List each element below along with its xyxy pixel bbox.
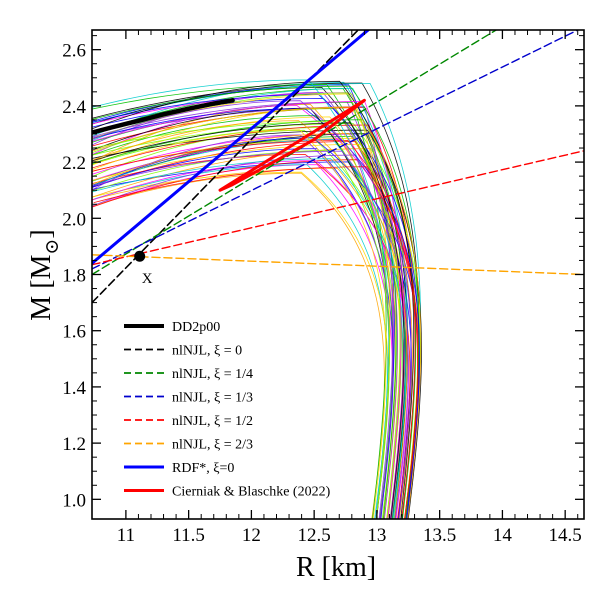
x-tick-label: 12 <box>242 525 261 546</box>
legend-label: Cierniak & Blaschke (2022) <box>172 485 331 500</box>
x-axis-ticks: 11 11.5 12 12.5 13 13.5 14 14.5 <box>117 30 582 546</box>
series-line-7 <box>218 98 366 192</box>
ensemble-curve <box>92 148 394 519</box>
svg-text:M [M⊙]: M [M⊙] <box>26 229 63 320</box>
legend-label: RDF*, ξ=0 <box>172 461 234 476</box>
ensemble-curve <box>93 166 419 519</box>
y-tick-label: 2.6 <box>62 41 86 62</box>
ensemble-curve <box>92 80 415 519</box>
ensemble-curve <box>92 122 405 519</box>
ensemble-curve <box>92 92 401 519</box>
ensemble-curve <box>92 93 391 519</box>
y-axis-title-main: M [M <box>26 254 57 320</box>
x-tick-label: 11.5 <box>172 525 205 546</box>
legend-label: nlNJL, ξ = 1/2 <box>172 414 253 429</box>
legend-label: nlNJL, ξ = 1/4 <box>172 367 253 382</box>
ensemble-curve <box>92 121 390 519</box>
legend-label: nlNJL, ξ = 0 <box>172 344 242 359</box>
ensemble-curve <box>92 85 420 519</box>
y-tick-label: 1.2 <box>62 434 86 455</box>
ensemble-curve <box>92 158 406 519</box>
ensemble-curve <box>92 120 408 519</box>
series-line-6 <box>92 30 370 265</box>
ensemble-curve <box>92 100 412 519</box>
eos-ensemble-curves <box>92 79 422 519</box>
x-axis-title: R [km] <box>296 552 376 583</box>
y-axis-ticks: 1.0 1.2 1.4 1.6 1.8 2.0 2.2 2.4 2.6 <box>62 35 584 511</box>
x-tick-label: 14.5 <box>549 525 582 546</box>
y-tick-label: 1.8 <box>62 266 86 287</box>
y-axis-title-end: ] <box>26 229 57 238</box>
legend: DD2p00 nlNJL, ξ = 0 nlNJL, ξ = 1/4 nlNJL, ξ… <box>124 320 331 500</box>
ensemble-curve <box>92 129 387 519</box>
ensemble-curve <box>92 129 422 519</box>
y-tick-label: 2.4 <box>62 97 86 118</box>
marker-layer: X <box>134 250 153 287</box>
legend-label: DD2p00 <box>172 320 220 335</box>
y-axis-title-subscript: ⊙ <box>42 239 63 255</box>
ensemble-curve <box>92 150 409 519</box>
point-x-marker <box>134 250 146 262</box>
ensemble-curve <box>92 134 394 519</box>
ensemble-curve <box>93 132 413 519</box>
series-line-0 <box>92 98 235 135</box>
ensemble-curve <box>92 83 397 519</box>
x-tick-label: 13 <box>367 525 386 546</box>
series-line-3 <box>92 30 579 270</box>
y-tick-label: 1.6 <box>62 322 86 343</box>
ensemble-curve <box>94 164 388 519</box>
y-axis-title: M [M⊙] <box>26 229 63 320</box>
x-tick-label: 11 <box>117 525 135 546</box>
ensemble-curve <box>92 172 385 519</box>
x-tick-label: 14 <box>493 525 513 546</box>
y-tick-label: 1.4 <box>62 378 86 399</box>
ensemble-curve <box>92 119 417 519</box>
y-tick-label: 1.0 <box>62 490 86 511</box>
point-x-label: X <box>142 271 153 287</box>
x-tick-label: 13.5 <box>423 525 456 546</box>
series-line-5 <box>92 254 584 276</box>
y-tick-label: 2.2 <box>62 153 86 174</box>
series-lines <box>92 30 584 304</box>
y-tick-label: 2.0 <box>62 209 86 230</box>
ensemble-curve <box>92 79 390 519</box>
legend-label: nlNJL, ξ = 1/3 <box>172 391 253 406</box>
legend-label: nlNJL, ξ = 2/3 <box>172 438 253 453</box>
series-line-4 <box>92 150 584 266</box>
x-tick-label: 12.5 <box>298 525 331 546</box>
